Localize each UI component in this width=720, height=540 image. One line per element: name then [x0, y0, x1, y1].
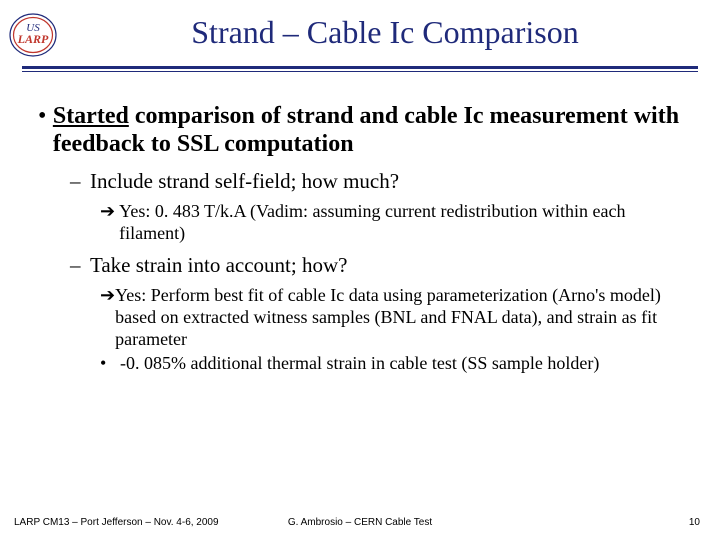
larp-logo: US LARP	[8, 10, 58, 60]
main-bullet: • Started comparison of strand and cable…	[38, 102, 682, 158]
sub-bullet-2: – Take strain into account; how?	[70, 252, 682, 278]
sub-bullet-2-text: Take strain into account; how?	[90, 252, 347, 278]
main-bullet-text: Started comparison of strand and cable I…	[53, 102, 682, 158]
sub-bullet-1-text: Include strand self-field; how much?	[90, 168, 399, 194]
sub-bullet-1-arrow-text: Yes: 0. 483 T/k.A (Vadim: assuming curre…	[119, 200, 682, 244]
arrow-icon: ➔	[100, 200, 119, 244]
footer-page-number: 10	[689, 517, 700, 528]
sub-bullet-1: – Include strand self-field; how much?	[70, 168, 682, 194]
bullet-dot-icon: •	[38, 102, 53, 158]
dash-icon: –	[70, 168, 90, 194]
arrow-icon: ➔	[100, 284, 115, 350]
slide-title: Strand – Cable Ic Comparison	[70, 10, 700, 51]
dash-icon: –	[70, 252, 90, 278]
title-rule-thick	[22, 66, 698, 69]
bullet-dot-icon: •	[100, 352, 120, 374]
sub-bullet-2-arrow-text: Yes: Perform best fit of cable Ic data u…	[115, 284, 682, 350]
footer-center: G. Ambrosio – CERN Cable Test	[0, 517, 720, 528]
sub-bullet-2-arrow: ➔ Yes: Perform best fit of cable Ic data…	[100, 284, 682, 350]
sub-bullet-2-dot: • -0. 085% additional thermal strain in …	[100, 352, 682, 374]
slide-content: • Started comparison of strand and cable…	[0, 72, 720, 374]
svg-text:LARP: LARP	[17, 32, 49, 46]
sub-bullet-2-dot-text: -0. 085% additional thermal strain in ca…	[120, 352, 609, 374]
sub-bullet-1-arrow: ➔ Yes: 0. 483 T/k.A (Vadim: assuming cur…	[100, 200, 682, 244]
slide-header: US LARP Strand – Cable Ic Comparison	[0, 0, 720, 60]
